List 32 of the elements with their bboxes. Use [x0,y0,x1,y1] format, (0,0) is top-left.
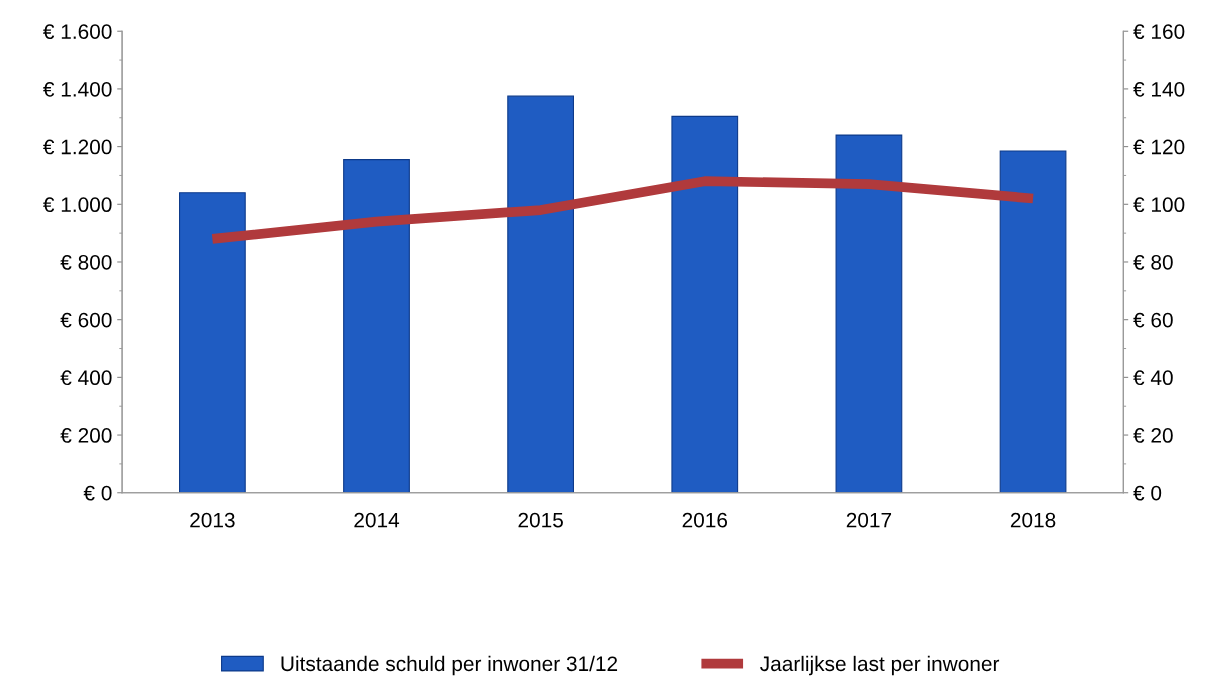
y-tick-label: € 0 [83,485,112,501]
legend-label: Uitstaande schuld per inwoner 31/12 [281,655,618,676]
bar [343,159,410,493]
y-tick-label: € 600 [60,312,112,328]
y-tick-label: € 1.600 [43,24,112,39]
x-tick-label: 2018 [1010,512,1056,528]
x-tick-label: 2015 [518,512,563,528]
x-tick-label: 2017 [846,512,892,528]
y-tick-label: € 1.200 [43,139,112,155]
y-tick-label: € 1.000 [43,197,112,213]
bar [178,192,246,493]
x-tick-label: 2013 [190,512,235,528]
y2-tick-label: € 160 [1133,24,1185,39]
y2-tick-label: € 20 [1133,428,1173,443]
bar [999,150,1067,493]
bar [835,134,903,493]
y2-tick-label: € 140 [1133,81,1185,97]
x-tick-label: 2016 [682,512,728,528]
legend-label: Jaarlijkse last per inwoner [760,655,1000,676]
y2-tick-label: € 60 [1133,312,1173,328]
y2-tick-label: € 100 [1133,197,1185,213]
y2-tick-label: € 40 [1133,370,1173,386]
bar [671,115,739,493]
y2-tick-label: € 120 [1133,139,1185,155]
y2-tick-label: € 80 [1133,254,1173,270]
y-tick-label: € 400 [60,370,112,386]
x-tick-label: 2014 [354,512,400,528]
bar [507,95,575,493]
y-tick-label: € 800 [60,254,112,270]
y2-tick-label: € 0 [1133,485,1162,501]
y-tick-label: € 1.400 [43,81,112,97]
y-tick-label: € 200 [60,428,112,443]
